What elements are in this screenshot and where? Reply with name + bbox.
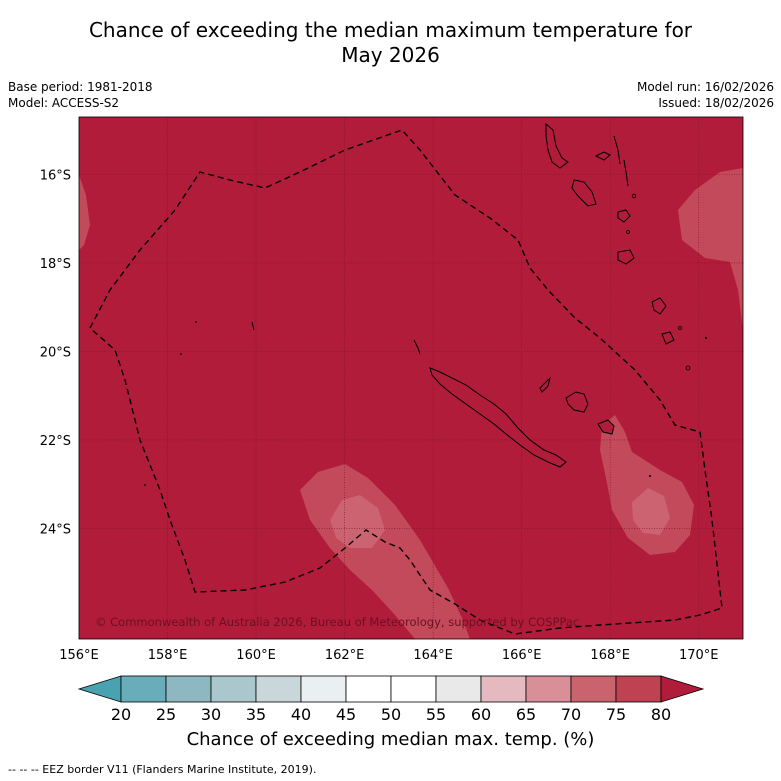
small-island <box>626 230 630 234</box>
tanna-island <box>651 297 667 315</box>
probability-patch-southeast-inner <box>632 488 670 535</box>
ambae-island <box>594 151 611 161</box>
colorbar-tick-label: 75 <box>606 705 626 724</box>
title-line-1: Chance of exceeding the median maximum t… <box>88 18 693 42</box>
colorbar-segment <box>390 675 437 703</box>
colorbar-segment <box>570 675 617 703</box>
small-island <box>705 337 707 339</box>
probability-patch-east <box>678 168 743 330</box>
lat-tick-label: 16°S <box>40 169 71 184</box>
lon-tick-label: 160°E <box>236 648 276 663</box>
model-run-text: Model run: 16/02/2026 <box>636 80 774 94</box>
colorbar-tick-label: 65 <box>516 705 536 724</box>
lon-tick-label: 168°E <box>590 648 630 663</box>
espiritu-santo-island <box>545 122 569 169</box>
base-period-text: Base period: 1981-2018 <box>8 80 153 94</box>
colorbar-tick-label: 70 <box>561 705 581 724</box>
malekula-island <box>571 179 597 207</box>
map-frame <box>78 116 744 640</box>
probability-patch-west <box>79 175 90 250</box>
colorbar-segment <box>435 675 482 703</box>
colorbar-segment <box>255 675 302 703</box>
colorbar-label: Chance of exceeding median max. temp. (%… <box>186 729 595 750</box>
lon-tick-label: 156°E <box>59 648 99 663</box>
ouvea-island <box>539 376 551 393</box>
aneityum-island <box>661 331 675 345</box>
eez-legend-text: -- -- -- EEZ border V11 (Flanders Marine… <box>8 763 317 776</box>
lon-tick-label: 164°E <box>413 648 453 663</box>
eez-border <box>89 129 723 635</box>
small-island <box>144 484 146 486</box>
colorbar-tick-label: 80 <box>651 705 671 724</box>
new-caledonia-island <box>429 367 567 468</box>
small-island <box>195 321 197 323</box>
small-island <box>631 193 637 199</box>
lat-tick-label: 18°S <box>40 257 71 272</box>
erromango-island <box>617 249 635 265</box>
probability-patch-southeast <box>600 415 694 555</box>
chart-title: Chance of exceeding the median maximum t… <box>0 18 781 68</box>
meta-left: Base period: 1981-2018 Model: ACCESS-S2 <box>8 79 153 111</box>
efate-island <box>617 209 631 223</box>
small-island <box>649 475 651 477</box>
colorbar-tick-label: 25 <box>156 705 176 724</box>
lat-tick-label: 22°S <box>40 434 71 449</box>
small-island <box>678 326 682 330</box>
colorbar-segment <box>120 675 167 703</box>
chesterfield-reef <box>251 321 255 331</box>
issued-text: Issued: 18/02/2026 <box>658 96 774 110</box>
title-line-2: May 2026 <box>341 43 440 67</box>
latitude-axis: 16°S 18°S 20°S 22°S 24°S <box>40 169 71 538</box>
colorbar-extend-high <box>660 675 705 703</box>
maewo-pentecost-islands <box>613 135 629 187</box>
meta-right: Model run: 16/02/2026 Issued: 18/02/2026 <box>637 79 774 111</box>
lat-tick-label: 24°S <box>40 522 71 537</box>
colorbar-tick-label: 30 <box>201 705 221 724</box>
lon-tick-label: 170°E <box>679 648 719 663</box>
colorbar-segment <box>345 675 392 703</box>
grid-lines <box>79 117 743 639</box>
colorbar-segment <box>525 675 572 703</box>
mare-island <box>597 419 615 435</box>
colorbar: 20 25 30 35 40 45 50 55 60 65 70 75 80 <box>77 675 705 724</box>
lon-tick-label: 162°E <box>325 648 365 663</box>
colorbar-segment <box>210 675 257 703</box>
small-island <box>685 365 691 371</box>
lon-tick-label: 166°E <box>502 648 542 663</box>
colorbar-extend-low <box>77 675 122 703</box>
copyright-text: © Commonwealth of Australia 2026, Bureau… <box>95 615 579 629</box>
colorbar-tick-label: 60 <box>471 705 491 724</box>
map-area: © Commonwealth of Australia 2026, Bureau… <box>79 117 743 639</box>
colorbar-tick-label: 20 <box>111 705 131 724</box>
colorbar-tick-label: 50 <box>381 705 401 724</box>
colorbar-tick-label: 35 <box>246 705 266 724</box>
model-text: Model: ACCESS-S2 <box>8 96 120 110</box>
colorbar-tick-label: 40 <box>291 705 311 724</box>
lat-tick-label: 20°S <box>40 345 71 360</box>
colorbar-segment <box>165 675 212 703</box>
probability-patch-south-central-inner <box>330 495 385 548</box>
lifou-island <box>565 391 589 413</box>
small-island <box>180 353 182 355</box>
belep-islands <box>413 339 421 355</box>
colorbar-segment <box>300 675 347 703</box>
lon-tick-label: 158°E <box>148 648 188 663</box>
longitude-axis: 156°E 158°E 160°E 162°E 164°E 166°E 168°E 170°E <box>59 648 718 663</box>
colorbar-segment <box>480 675 527 703</box>
colorbar-tick-label: 55 <box>426 705 446 724</box>
colorbar-segment <box>615 675 662 703</box>
colorbar-tick-label: 45 <box>336 705 356 724</box>
